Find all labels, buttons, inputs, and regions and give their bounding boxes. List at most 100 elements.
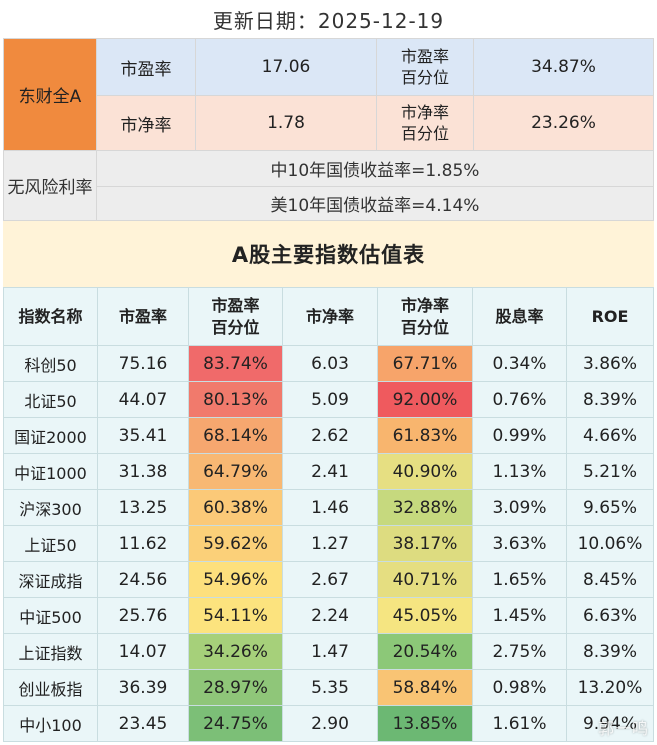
roe-cell: 8.39%	[566, 381, 654, 418]
pe-cell: 14.07	[97, 633, 189, 670]
update-date: 更新日期：2025-12-19	[212, 8, 445, 33]
pe-cell: 31.38	[97, 453, 189, 490]
table-row: 中证1000 31.38 64.79% 2.41 40.90% 1.13% 5.…	[3, 453, 654, 490]
cn-bond-yield: 中10年国债收益率=1.85%	[96, 150, 654, 187]
pe-percentile-cell: 68.14%	[188, 417, 283, 454]
dividend-cell: 0.76%	[472, 381, 567, 418]
pb-percentile-cell: 67.71%	[377, 345, 473, 382]
pb-cell: 1.27	[282, 525, 378, 562]
pe-percentile-cell: 59.62%	[188, 525, 283, 562]
table-row: 科创50 75.16 83.74% 6.03 67.71% 0.34% 3.86…	[3, 345, 654, 382]
col-name: 指数名称	[3, 287, 98, 346]
index-valuation-table: 指数名称 市盈率 市盈率 百分位 市净率 市净率 百分位 股息率 ROE 科创50 …	[3, 287, 654, 742]
dividend-cell: 2.75%	[472, 633, 567, 670]
pb-percentile-label: 市净率 百分位	[376, 95, 474, 151]
watermark: 郭一鸣	[597, 719, 649, 738]
dividend-cell: 1.45%	[472, 597, 567, 634]
pe-percentile-cell: 80.13%	[188, 381, 283, 418]
pe-cell: 23.45	[97, 705, 189, 742]
pb-cell: 6.03	[282, 345, 378, 382]
pe-cell: 11.62	[97, 525, 189, 562]
pb-percentile-cell: 61.83%	[377, 417, 473, 454]
index-name: 国证2000	[3, 417, 98, 454]
col-dividend: 股息率	[472, 287, 567, 346]
pe-cell: 13.25	[97, 489, 189, 526]
index-name: 深证成指	[3, 561, 98, 598]
table-row: 创业板指 36.39 28.97% 5.35 58.84% 0.98% 13.2…	[3, 669, 654, 706]
pb-percentile-cell: 20.54%	[377, 633, 473, 670]
pb-label: 市净率	[96, 95, 196, 151]
market-summary-table: 东财全A 市盈率 17.06 市盈率 百分位 34.87% 市净率 1.78 市净…	[3, 38, 654, 221]
pb-percentile-cell: 38.17%	[377, 525, 473, 562]
pb-percentile-cell: 58.84%	[377, 669, 473, 706]
pe-percentile-cell: 54.11%	[188, 597, 283, 634]
pe-percentile-cell: 83.74%	[188, 345, 283, 382]
pb-cell: 1.46	[282, 489, 378, 526]
roe-cell: 8.45%	[566, 561, 654, 598]
pe-percentile-label: 市盈率 百分位	[376, 38, 474, 96]
us-bond-yield: 美10年国债收益率=4.14%	[96, 186, 654, 221]
pe-cell: 24.56	[97, 561, 189, 598]
index-name: 沪深300	[3, 489, 98, 526]
riskfree-label: 无风险利率	[3, 150, 97, 221]
col-pe: 市盈率	[97, 287, 189, 346]
pb-cell: 5.35	[282, 669, 378, 706]
index-name: 创业板指	[3, 669, 98, 706]
pe-percentile-cell: 24.75%	[188, 705, 283, 742]
dividend-cell: 1.13%	[472, 453, 567, 490]
dividend-cell: 0.34%	[472, 345, 567, 382]
pe-percentile-cell: 64.79%	[188, 453, 283, 490]
pe-percentile-cell: 28.97%	[188, 669, 283, 706]
dividend-cell: 0.98%	[472, 669, 567, 706]
dividend-cell: 0.99%	[472, 417, 567, 454]
table-row: 深证成指 24.56 54.96% 2.67 40.71% 1.65% 8.45…	[3, 561, 654, 598]
pe-percentile-cell: 60.38%	[188, 489, 283, 526]
roe-cell: 5.21%	[566, 453, 654, 490]
pe-cell: 25.76	[97, 597, 189, 634]
table-row: 上证指数 14.07 34.26% 1.47 20.54% 2.75% 8.39…	[3, 633, 654, 670]
pb-percentile-cell: 32.88%	[377, 489, 473, 526]
table-title: A股主要指数估值表	[3, 221, 654, 287]
table-row: 中小100 23.45 24.75% 2.90 13.85% 1.61% 9.9…	[3, 705, 654, 742]
table-row: 沪深300 13.25 60.38% 1.46 32.88% 3.09% 9.6…	[3, 489, 654, 526]
pb-cell: 2.90	[282, 705, 378, 742]
table-row: 北证50 44.07 80.13% 5.09 92.00% 0.76% 8.39…	[3, 381, 654, 418]
roe-cell: 6.63%	[566, 597, 654, 634]
pe-percentile-cell: 34.26%	[188, 633, 283, 670]
pe-cell: 36.39	[97, 669, 189, 706]
index-name: 中证500	[3, 597, 98, 634]
pb-percentile-cell: 45.05%	[377, 597, 473, 634]
pe-cell: 35.41	[97, 417, 189, 454]
pe-cell: 44.07	[97, 381, 189, 418]
roe-cell: 4.66%	[566, 417, 654, 454]
index-name: 中证1000	[3, 453, 98, 490]
dividend-cell: 3.63%	[472, 525, 567, 562]
pb-cell: 5.09	[282, 381, 378, 418]
pb-cell: 2.41	[282, 453, 378, 490]
roe-cell: 9.94%	[566, 705, 654, 742]
roe-cell: 13.20%	[566, 669, 654, 706]
pb-percentile-cell: 40.90%	[377, 453, 473, 490]
table-row: 上证50 11.62 59.62% 1.27 38.17% 3.63% 10.0…	[3, 525, 654, 562]
pb-value: 1.78	[195, 95, 377, 151]
pe-percentile-value: 34.87%	[473, 38, 654, 96]
col-pb: 市净率	[282, 287, 378, 346]
table-row: 国证2000 35.41 68.14% 2.62 61.83% 0.99% 4.…	[3, 417, 654, 454]
col-pb-percentile: 市净率 百分位	[377, 287, 473, 346]
dividend-cell: 1.61%	[472, 705, 567, 742]
pb-cell: 2.62	[282, 417, 378, 454]
pb-cell: 2.24	[282, 597, 378, 634]
pb-percentile-cell: 13.85%	[377, 705, 473, 742]
pe-value: 17.06	[195, 38, 377, 96]
pe-percentile-cell: 54.96%	[188, 561, 283, 598]
index-name: 科创50	[3, 345, 98, 382]
pe-cell: 75.16	[97, 345, 189, 382]
pb-percentile-cell: 92.00%	[377, 381, 473, 418]
pb-percentile-value: 23.26%	[473, 95, 654, 151]
pb-cell: 2.67	[282, 561, 378, 598]
index-name: 中小100	[3, 705, 98, 742]
dividend-cell: 3.09%	[472, 489, 567, 526]
index-name: 上证50	[3, 525, 98, 562]
roe-cell: 8.39%	[566, 633, 654, 670]
